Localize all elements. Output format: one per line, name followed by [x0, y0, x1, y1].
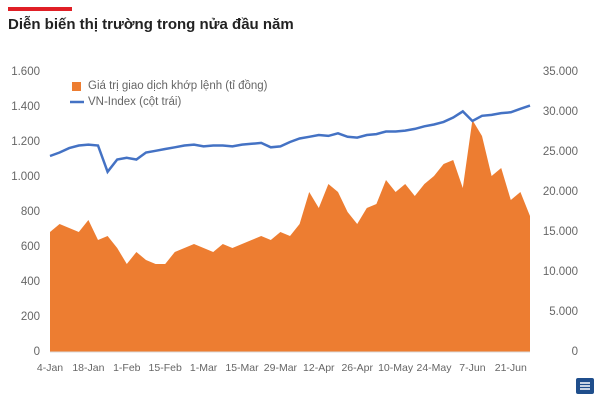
y2-tick-label: 5.000: [549, 306, 578, 318]
y-tick-label: 800: [21, 206, 40, 218]
y2-tick-label: 20.000: [543, 186, 578, 198]
y-tick-label: 200: [21, 311, 40, 323]
y-tick-label: 0: [34, 346, 40, 358]
y-tick-label: 1.200: [11, 136, 40, 148]
legend-label: VN-Index (cột trái): [88, 96, 181, 108]
y2-tick-label: 25.000: [543, 146, 578, 158]
chart-title: Diễn biến thị trường trong nửa đầu năm: [8, 16, 294, 33]
x-tick-label: 21-Jun: [495, 362, 527, 374]
x-tick-label: 1-Feb: [113, 362, 141, 374]
y2-tick-label: 0: [572, 346, 578, 358]
x-tick-label: 15-Mar: [225, 362, 259, 374]
y2-tick-label: 10.000: [543, 266, 578, 278]
legend-label: Giá trị giao dịch khớp lệnh (tỉ đồng): [88, 80, 268, 92]
x-tick-label: 26-Apr: [341, 362, 373, 374]
area: [50, 120, 530, 352]
x-tick-label: 18-Jan: [72, 362, 104, 374]
y-tick-label: 1.000: [11, 171, 40, 183]
y-tick-label: 1.600: [11, 66, 40, 78]
y2-tick-label: 30.000: [543, 106, 578, 118]
y-tick-label: 1.400: [11, 101, 40, 113]
logo: [576, 378, 594, 394]
y2-tick-label: 35.000: [543, 66, 578, 78]
x-tick-label: 15-Feb: [149, 362, 182, 374]
x-tick-label: 1-Mar: [190, 362, 218, 374]
x-tick-label: 7-Jun: [459, 362, 485, 374]
x-tick-label: 12-Apr: [303, 362, 335, 374]
line: [49, 104, 531, 175]
x-tick-label: 29-Mar: [264, 362, 298, 374]
x-tick-label: 4-Jan: [37, 362, 63, 374]
title-accent: [8, 7, 72, 11]
y2-tick-label: 15.000: [543, 226, 578, 238]
x-tick-label: 24-May: [416, 362, 452, 374]
legend-swatch: [72, 82, 81, 91]
y-tick-label: 400: [21, 276, 40, 288]
y-tick-label: 600: [21, 241, 40, 253]
x-tick-label: 10-May: [378, 362, 414, 374]
